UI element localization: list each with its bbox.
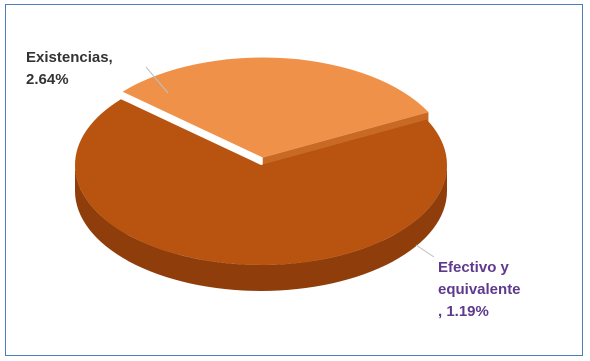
chart-frame: Existencias, 2.64% Efectivo y equivalent… [5,4,583,356]
pie-slice-side-0 [75,165,447,291]
data-label-efectivo-name-2: equivalente [438,281,521,298]
leader-line-0 [145,66,169,94]
data-label-existencias-value: 2.64% [26,71,69,88]
data-label-existencias-name: Existencias, [26,49,113,66]
pie-chart [74,57,448,291]
pie-slice-1 [122,57,429,158]
data-label-efectivo-name-1: Efectivo y [438,259,509,276]
data-label-efectivo: Efectivo y equivalente , 1.19% [438,257,521,323]
pie-slice-0 [74,99,448,266]
data-label-existencias: Existencias, 2.64% [26,47,113,91]
leader-line-1 [415,244,435,258]
data-label-efectivo-value: , 1.19% [438,303,489,320]
